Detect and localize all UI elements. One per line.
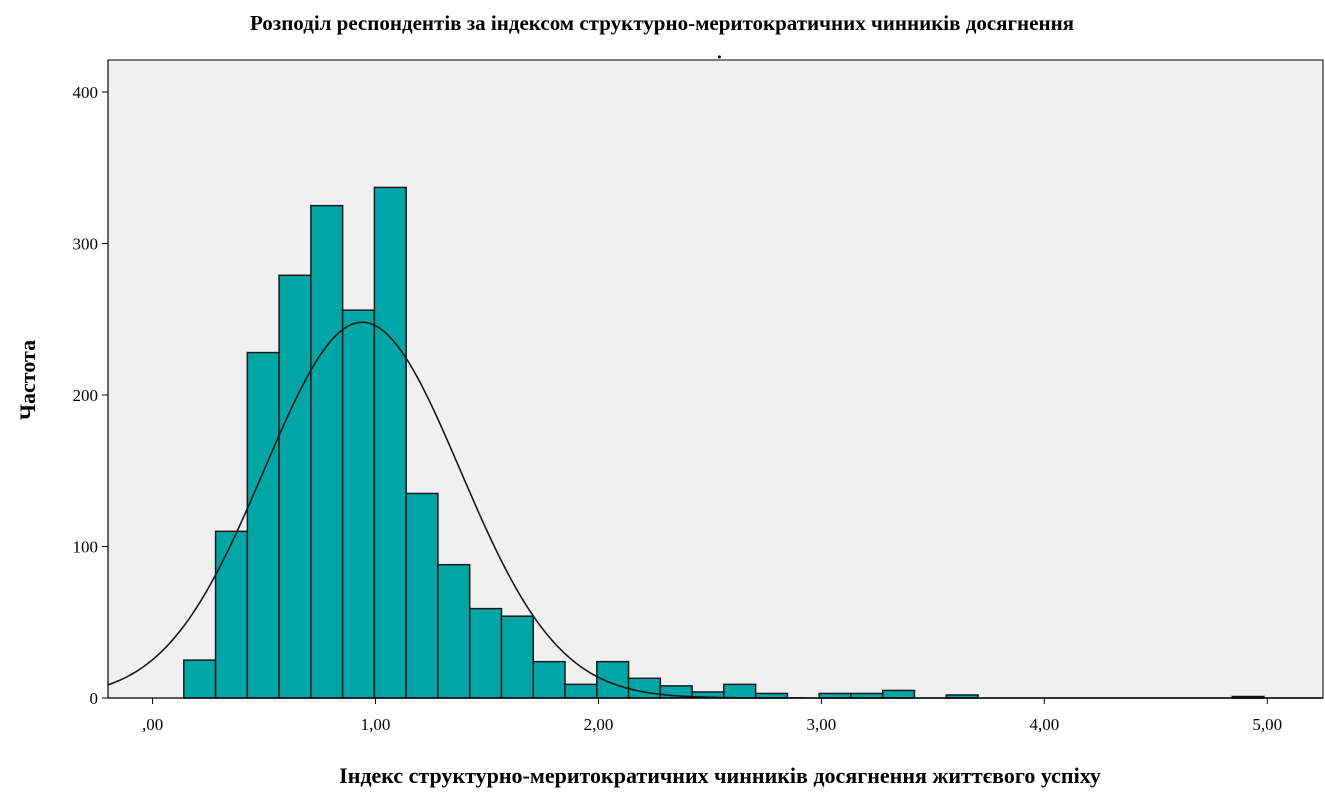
y-tick-label: 200: [73, 386, 99, 405]
histogram-bar: [468, 607, 503, 699]
histogram-bar: [596, 660, 630, 699]
x-axis-title: Індекс структурно-меритократичних чинник…: [339, 763, 1101, 788]
y-axis-ticks: 0 100 200 300 400: [73, 83, 108, 708]
chart-title-line1: Розподіл респондентів за індексом структ…: [250, 11, 1074, 35]
y-tick-label: 400: [73, 83, 99, 102]
x-tick-label: 2,00: [584, 715, 614, 734]
histogram-bar: [214, 530, 249, 699]
y-axis-title: Частота: [15, 340, 40, 420]
histogram-bar: [405, 492, 439, 699]
histogram-bar: [564, 683, 598, 699]
histogram-bar: [341, 309, 376, 699]
histogram-bar: [183, 659, 217, 699]
y-tick-label: 100: [73, 538, 99, 557]
histogram-bar: [881, 689, 916, 699]
x-tick-label: 3,00: [807, 715, 837, 734]
histogram-bar: [246, 351, 280, 699]
x-tick-label: 5,00: [1252, 715, 1282, 734]
x-axis-ticks: ,00 1,00 2,00 3,00 4,00 5,00: [142, 698, 1282, 734]
histogram-bars: [183, 186, 1265, 699]
histogram-bar: [627, 677, 662, 699]
y-tick-label: 300: [73, 235, 99, 254]
histogram-bar: [500, 615, 535, 699]
histogram-bar: [278, 274, 312, 699]
x-tick-label: 1,00: [361, 715, 391, 734]
y-tick-label: 0: [90, 689, 99, 708]
histogram-bar: [373, 186, 407, 699]
histogram-bar: [437, 563, 471, 699]
histogram-bar: [723, 683, 757, 699]
x-tick-label: 4,00: [1029, 715, 1059, 734]
histogram-bar: [310, 204, 344, 699]
histogram-bar: [532, 660, 566, 699]
x-tick-label: ,00: [142, 715, 163, 734]
